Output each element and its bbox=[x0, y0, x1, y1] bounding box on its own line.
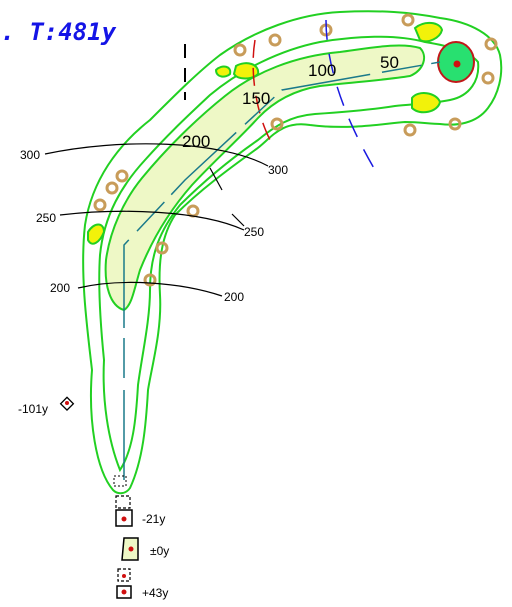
arc-200-label-right: 200 bbox=[224, 290, 244, 304]
green-arc-200 bbox=[209, 167, 223, 191]
tree bbox=[270, 117, 284, 131]
tee-label-back: -21y bbox=[142, 512, 165, 526]
arc-300-label-right: 300 bbox=[268, 163, 288, 177]
tee-marker bbox=[128, 546, 134, 552]
hazard-line bbox=[252, 39, 271, 141]
tree bbox=[403, 123, 417, 137]
fairway bbox=[104, 44, 426, 312]
water-line bbox=[325, 19, 376, 171]
tee-marker bbox=[121, 516, 127, 522]
tree bbox=[186, 204, 200, 218]
route-line bbox=[123, 61, 441, 480]
arc-200 bbox=[77, 281, 223, 297]
bunker bbox=[413, 22, 444, 43]
bunkers bbox=[87, 22, 444, 245]
tree bbox=[115, 169, 129, 183]
arc-250-label-right: 250 bbox=[244, 225, 264, 239]
dist-100: 100 bbox=[308, 61, 336, 80]
tree bbox=[143, 273, 157, 287]
arc-250 bbox=[59, 210, 245, 231]
arc-200-label-left: 200 bbox=[50, 281, 70, 295]
tee-box-dotted bbox=[113, 475, 127, 487]
arc-300 bbox=[44, 143, 269, 167]
tree bbox=[484, 37, 498, 51]
tree bbox=[268, 33, 282, 47]
bunker bbox=[411, 92, 442, 114]
tree bbox=[233, 43, 247, 57]
arc-250-label-left: 250 bbox=[36, 211, 56, 225]
tee-box-dotted bbox=[115, 495, 131, 509]
tree bbox=[448, 117, 462, 131]
dist-200: 200 bbox=[182, 132, 210, 151]
hole-title: 2. T:481y bbox=[0, 18, 117, 46]
tee-marker bbox=[122, 574, 126, 578]
dist-50: 50 bbox=[380, 53, 399, 72]
tee-marker bbox=[121, 589, 127, 595]
green-arc-250 bbox=[231, 213, 245, 227]
tree bbox=[93, 198, 107, 212]
dist-150: 150 bbox=[242, 89, 270, 108]
tree bbox=[481, 71, 495, 85]
tree bbox=[401, 13, 415, 27]
tee-label-regular: ±0y bbox=[150, 544, 169, 558]
bunker bbox=[232, 62, 260, 80]
pin bbox=[453, 60, 461, 68]
tree bbox=[155, 241, 169, 255]
tree bbox=[105, 181, 119, 195]
bunker bbox=[87, 223, 106, 245]
bunker bbox=[214, 65, 232, 78]
tee-box-dotted bbox=[117, 568, 131, 582]
arc-300-label-left: 300 bbox=[20, 148, 40, 162]
forward-tee-dot bbox=[65, 401, 69, 405]
forward-tee-label: -101y bbox=[18, 402, 48, 416]
tee-label-front: +43y bbox=[142, 586, 168, 600]
